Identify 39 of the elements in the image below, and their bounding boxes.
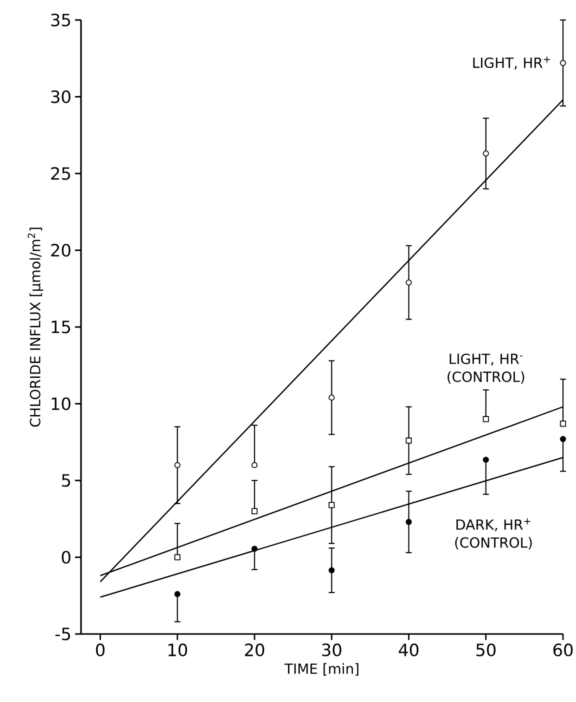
point — [482, 416, 489, 422]
y-tick-label: 0 — [62, 550, 70, 564]
point — [328, 567, 335, 574]
point — [251, 462, 258, 468]
y-tick-label: -5 — [55, 628, 70, 640]
point — [482, 150, 489, 157]
y-tick-label: 20 — [51, 244, 70, 257]
y-tick-label: 25 — [51, 167, 70, 180]
y-tick-label: 5 — [62, 474, 70, 487]
text: DARK, HR$^{+}$ (CONTROL) — [455, 518, 532, 550]
point — [174, 591, 180, 598]
y-tick-label: 10 — [52, 397, 70, 410]
x-tick-label: 40 — [398, 643, 418, 656]
point — [251, 508, 258, 514]
text: LIGHT, HR$^{-}$ (CONTROL) — [448, 354, 524, 384]
x-tick-label: 30 — [322, 643, 342, 656]
point — [560, 420, 566, 427]
point — [174, 462, 180, 468]
x-tick-label: 50 — [476, 643, 496, 656]
point — [328, 394, 335, 401]
point — [406, 279, 412, 286]
x-tick-label: 20 — [244, 643, 264, 656]
series-label: LIGHT, HR$^{+}$ — [473, 56, 550, 70]
y-axis-title: CHLORIDE INFLUX [µmol/m$^{2}$] — [28, 228, 44, 427]
x-tick-label: 10 — [168, 643, 188, 656]
y-tick-label: 35 — [51, 14, 70, 26]
point — [560, 60, 566, 66]
point — [251, 546, 258, 552]
point — [560, 436, 566, 442]
y-tick-label: 30 — [51, 90, 70, 104]
point — [482, 456, 489, 463]
point — [328, 502, 335, 508]
x-tick-label: 60 — [553, 643, 573, 656]
point — [406, 438, 412, 444]
point — [174, 554, 180, 560]
y-tick-label: 15 — [52, 320, 70, 334]
point — [406, 518, 412, 525]
x-axis-title: TIME [min] — [284, 663, 358, 676]
x-tick-label: 0 — [96, 643, 105, 656]
